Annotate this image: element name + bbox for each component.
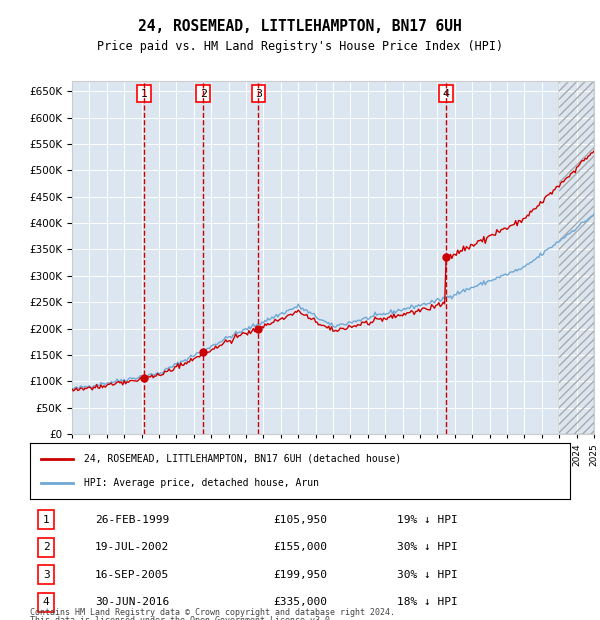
Text: 24, ROSEMEAD, LITTLEHAMPTON, BN17 6UH: 24, ROSEMEAD, LITTLEHAMPTON, BN17 6UH: [138, 19, 462, 33]
Text: 1: 1: [141, 89, 148, 99]
Text: HPI: Average price, detached house, Arun: HPI: Average price, detached house, Arun: [84, 479, 319, 489]
Text: 19-JUL-2002: 19-JUL-2002: [95, 542, 169, 552]
Text: £199,950: £199,950: [273, 570, 327, 580]
Text: 30% ↓ HPI: 30% ↓ HPI: [397, 570, 458, 580]
Text: 18% ↓ HPI: 18% ↓ HPI: [397, 597, 458, 608]
Text: 3: 3: [255, 89, 262, 99]
Text: 19% ↓ HPI: 19% ↓ HPI: [397, 515, 458, 525]
Text: This data is licensed under the Open Government Licence v3.0.: This data is licensed under the Open Gov…: [30, 616, 335, 620]
Text: 2: 2: [43, 542, 50, 552]
Text: 2: 2: [200, 89, 207, 99]
Text: Price paid vs. HM Land Registry's House Price Index (HPI): Price paid vs. HM Land Registry's House …: [97, 40, 503, 53]
Text: 1: 1: [43, 515, 50, 525]
Text: 4: 4: [43, 597, 50, 608]
Text: 26-FEB-1999: 26-FEB-1999: [95, 515, 169, 525]
Text: 16-SEP-2005: 16-SEP-2005: [95, 570, 169, 580]
Text: Contains HM Land Registry data © Crown copyright and database right 2024.: Contains HM Land Registry data © Crown c…: [30, 608, 395, 617]
Text: £105,950: £105,950: [273, 515, 327, 525]
Text: 30% ↓ HPI: 30% ↓ HPI: [397, 542, 458, 552]
Text: 30-JUN-2016: 30-JUN-2016: [95, 597, 169, 608]
Text: 3: 3: [43, 570, 50, 580]
Text: £335,000: £335,000: [273, 597, 327, 608]
Text: 4: 4: [443, 89, 449, 99]
Text: 24, ROSEMEAD, LITTLEHAMPTON, BN17 6UH (detached house): 24, ROSEMEAD, LITTLEHAMPTON, BN17 6UH (d…: [84, 454, 401, 464]
Text: £155,000: £155,000: [273, 542, 327, 552]
